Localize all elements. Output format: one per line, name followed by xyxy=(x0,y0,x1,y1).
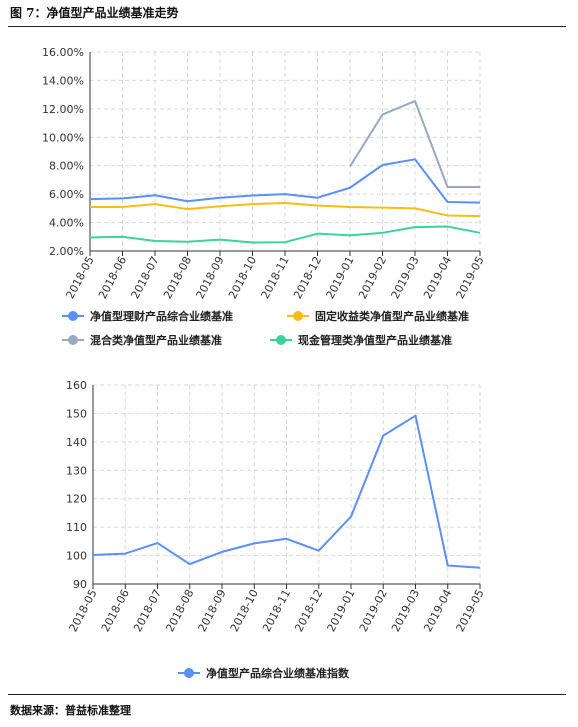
y-tick-label: 100 xyxy=(66,550,87,563)
legend-swatch-dot xyxy=(184,668,194,678)
series-line-1 xyxy=(90,201,481,218)
x-tick-label: 2018-12 xyxy=(291,254,324,301)
x-tick-label: 2019-01 xyxy=(325,587,358,634)
legend-swatch-dot xyxy=(276,335,286,345)
legend-item-0[interactable]: 净值型理财产品综合业绩基准 xyxy=(62,309,233,323)
legend-item-3[interactable]: 现金管理类净值型产品业绩基准 xyxy=(270,333,452,347)
x-tick-label: 2018-06 xyxy=(99,587,132,634)
bottom-rule xyxy=(8,694,566,695)
x-tick-label: 2019-05 xyxy=(454,254,487,301)
legend-item-2[interactable]: 混合类净值型产品业绩基准 xyxy=(62,333,222,347)
legend-label: 净值型产品综合业绩基准指数 xyxy=(206,666,350,680)
x-tick-label: 2018-09 xyxy=(194,254,227,301)
x-tick-label: 2019-03 xyxy=(389,254,422,301)
figure-title: 图 7：净值型产品业绩基准走势 xyxy=(10,6,179,20)
x-tick-label: 2018-06 xyxy=(96,254,129,301)
x-tick-label: 2018-10 xyxy=(228,587,261,634)
series-line-2 xyxy=(349,100,480,189)
y-tick-label: 8.00% xyxy=(49,160,84,173)
legend-label: 混合类净值型产品业绩基准 xyxy=(90,333,222,347)
x-tick-label: 2018-09 xyxy=(196,587,229,634)
x-tick-label: 2019-02 xyxy=(357,587,390,634)
x-tick-label: 2018-12 xyxy=(292,587,325,634)
y-tick-label: 16.00% xyxy=(42,46,84,59)
legend-item-0[interactable]: 净值型产品综合业绩基准指数 xyxy=(178,666,350,680)
legend-label: 固定收益类净值型产品业绩基准 xyxy=(315,309,469,323)
y-tick-label: 4.00% xyxy=(49,217,84,230)
x-tick-label: 2018-11 xyxy=(259,254,292,301)
y-tick-label: 90 xyxy=(73,578,87,591)
y-tick-label: 150 xyxy=(66,407,87,420)
y-tick-label: 130 xyxy=(66,464,87,477)
y-tick-label: 12.00% xyxy=(42,103,84,116)
x-tick-label: 2018-07 xyxy=(131,587,164,634)
y-tick-label: 140 xyxy=(66,436,87,449)
x-tick-label: 2019-04 xyxy=(421,254,454,301)
x-tick-label: 2019-05 xyxy=(454,587,487,634)
legend-swatch-dot xyxy=(68,335,78,345)
y-tick-label: 160 xyxy=(66,379,87,392)
y-tick-label: 2.00% xyxy=(49,245,84,258)
y-tick-label: 6.00% xyxy=(49,188,84,201)
x-tick-label: 2018-08 xyxy=(161,254,194,301)
series-line-0 xyxy=(92,414,481,569)
x-tick-label: 2019-04 xyxy=(421,587,454,634)
legend-item-1[interactable]: 固定收益类净值型产品业绩基准 xyxy=(287,309,469,323)
legend-label: 现金管理类净值型产品业绩基准 xyxy=(298,333,452,347)
y-tick-label: 10.00% xyxy=(42,131,84,144)
top-rule xyxy=(8,26,566,27)
benchmark-trend-chart: 2.00% 4.00% 6.00% 8.00% 10.00% 12.00% 14.00% 16… xyxy=(42,46,487,347)
legend-label: 净值型理财产品综合业绩基准 xyxy=(90,309,233,323)
x-tick-label: 2018-11 xyxy=(260,587,293,634)
x-tick-label: 2019-02 xyxy=(356,254,389,301)
legend-swatch-dot xyxy=(293,311,303,321)
y-tick-label: 110 xyxy=(66,521,87,534)
x-tick-label: 2019-03 xyxy=(389,587,422,634)
x-tick-label: 2019-01 xyxy=(324,254,357,301)
x-tick-label: 2018-10 xyxy=(226,254,259,301)
x-tick-label: 2018-05 xyxy=(67,587,100,634)
legend-swatch-dot xyxy=(68,311,78,321)
x-tick-label: 2018-07 xyxy=(129,254,162,301)
series-line-0 xyxy=(89,158,481,204)
series-line-3 xyxy=(89,225,481,244)
y-tick-label: 120 xyxy=(66,493,87,506)
y-tick-label: 14.00% xyxy=(42,74,84,87)
x-tick-label: 2018-08 xyxy=(163,587,196,634)
x-tick-label: 2018-05 xyxy=(64,254,97,301)
data-source: 数据来源：普益标准整理 xyxy=(10,704,131,717)
